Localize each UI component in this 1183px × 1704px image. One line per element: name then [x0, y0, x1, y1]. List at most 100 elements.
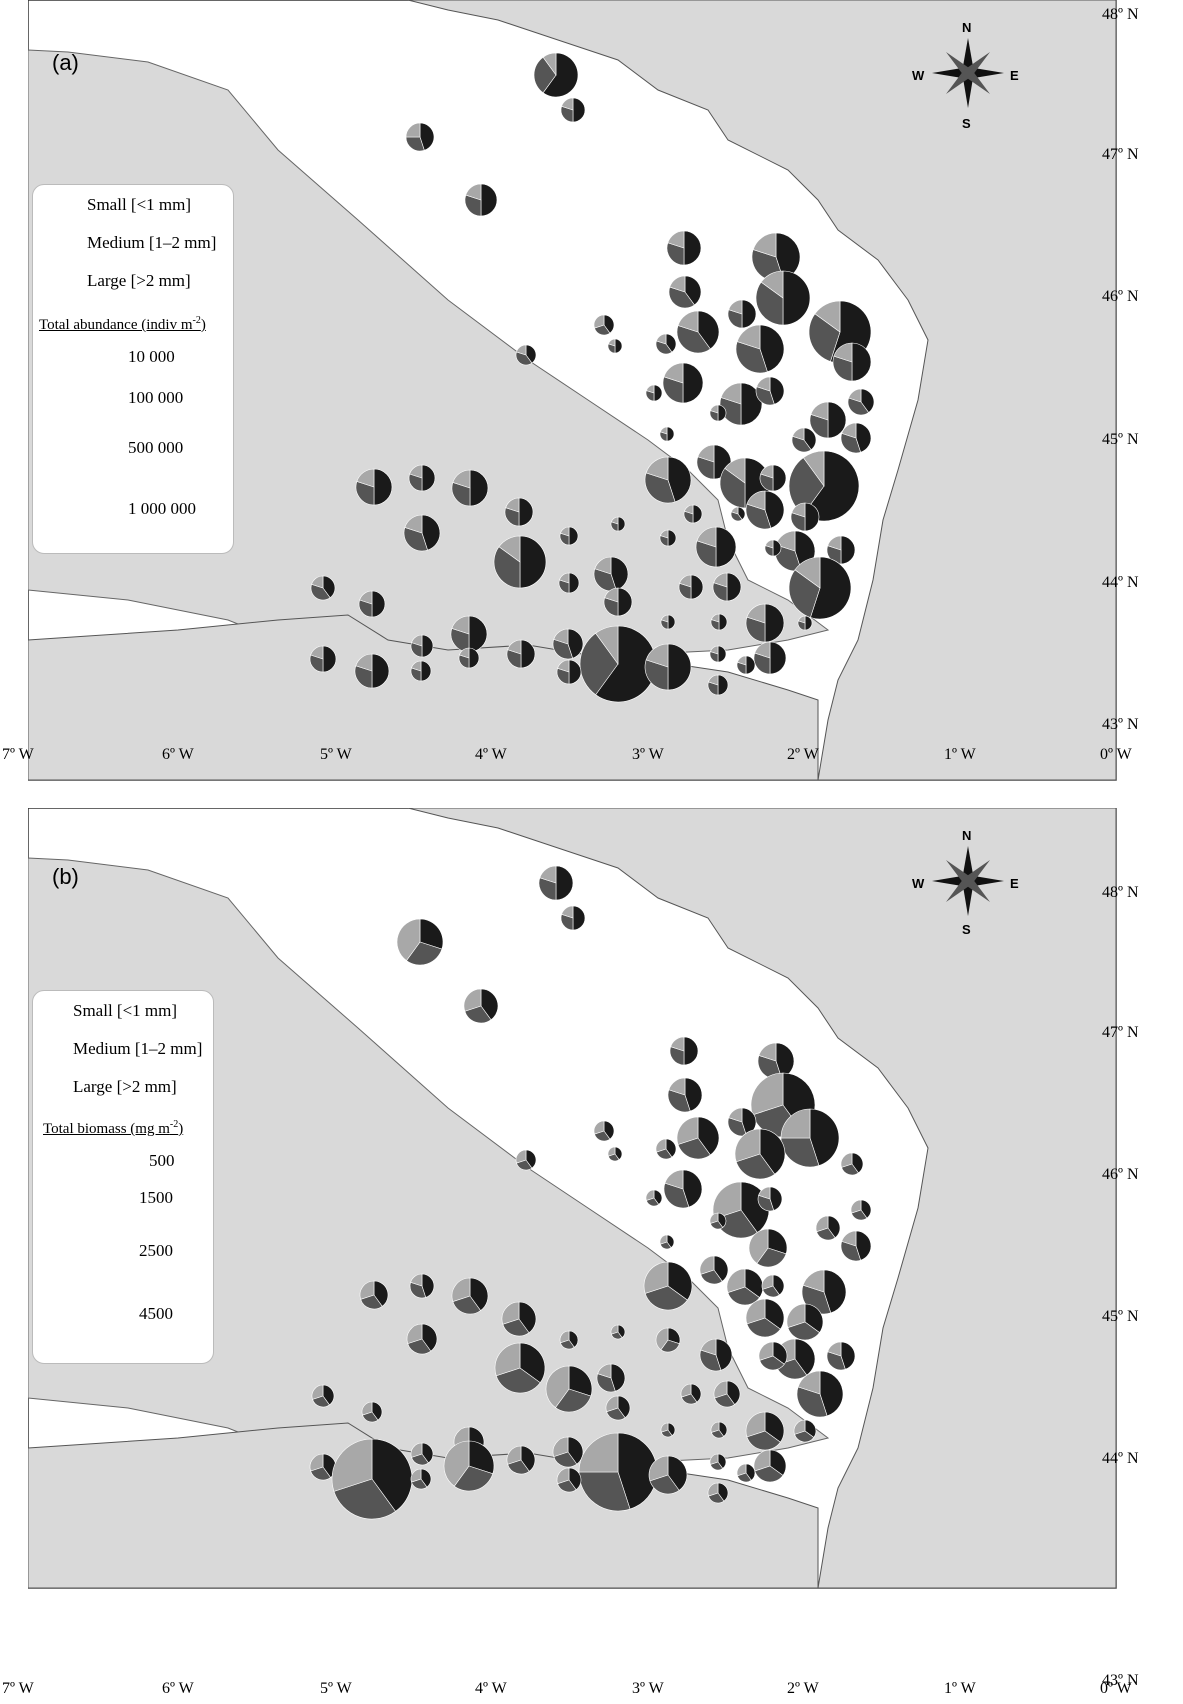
pie-slice-small: [697, 1116, 720, 1156]
pie-slice-small: [810, 556, 852, 620]
pie-slice-small: [653, 384, 663, 402]
pie-slice-large: [840, 1152, 853, 1168]
pie-chart: [840, 1152, 864, 1176]
pie-chart: [786, 1303, 824, 1341]
pie-slice-small: [772, 1341, 788, 1365]
pie-slice-large: [713, 1380, 728, 1399]
pie-slice-large: [707, 1482, 719, 1497]
pie-slice-medium: [677, 1137, 711, 1160]
pie-slice-large: [737, 655, 747, 666]
compass-n: N: [962, 828, 972, 843]
pie-slice-large: [560, 526, 570, 537]
pie-slice-large: [505, 497, 520, 513]
panel-b-biomass-map: (b) Small [<1 mm] Medium [1–2 mm] Large …: [28, 808, 1118, 1598]
pie-chart: [556, 659, 582, 685]
pie-chart: [464, 183, 498, 217]
france-land: [407, 808, 1117, 1589]
pie-slice-large: [660, 529, 669, 539]
pie-slice-small: [419, 122, 435, 151]
pie-slice-medium: [695, 540, 717, 568]
panel-letter: (b): [52, 864, 79, 889]
pie-slice-medium: [755, 386, 775, 406]
pie-chart: [730, 506, 746, 522]
pie-slice-small: [667, 1455, 688, 1491]
pie-slice-small: [851, 342, 872, 382]
pie-slice-small: [692, 504, 703, 524]
pie-slice-medium: [644, 659, 669, 691]
pie-slice-small: [823, 1269, 847, 1314]
pie-slice-large: [404, 514, 423, 534]
pie-slice-small: [520, 639, 536, 669]
pie-slice-medium: [756, 1247, 787, 1268]
pie-slice-large: [310, 645, 324, 660]
pie-slice-small: [741, 299, 757, 329]
pie-slice-small: [419, 918, 444, 950]
pie-slice-large: [670, 1036, 685, 1052]
pie-slice-large: [410, 1468, 422, 1483]
pie-slice-large: [841, 422, 857, 439]
pie-slice-large: [663, 362, 684, 384]
pie-slice-large: [708, 674, 719, 686]
pie-chart: [788, 450, 860, 522]
pie-slice-medium: [847, 397, 870, 416]
pie-slice-large: [745, 1298, 766, 1325]
pie-slice-small: [519, 1342, 546, 1384]
pie-chart: [410, 1468, 432, 1490]
pie-slice-small: [666, 426, 675, 442]
pie-slice-large: [410, 1273, 423, 1287]
pie-slice-large: [676, 1116, 699, 1145]
pie-slice-small: [717, 1453, 727, 1469]
pie-slice-small: [682, 362, 704, 404]
pie-slice-small: [772, 1274, 785, 1296]
pie-slice-large: [559, 572, 570, 584]
lon-label-2: 2º W: [787, 746, 819, 763]
pie-chart: [648, 1455, 688, 1495]
pie-slice-large: [667, 230, 685, 249]
pie-slice-small: [855, 1230, 872, 1261]
lon-label-4: 4º W: [475, 746, 507, 763]
pie-chart: [558, 572, 580, 594]
pie-chart: [680, 1383, 702, 1405]
pie-slice-large: [506, 1445, 522, 1465]
pie-chart: [755, 270, 811, 326]
pie-slice-small: [769, 376, 785, 405]
pie-slice-large: [850, 1199, 862, 1214]
pie-slice-medium: [755, 281, 784, 326]
pie-chart: [709, 645, 727, 663]
pie-slice-large: [561, 97, 574, 111]
pie-slice-small: [667, 1261, 693, 1301]
pie-slice-medium: [310, 1466, 332, 1481]
pie-chart: [605, 1395, 631, 1421]
lat-label-47: 47º N: [1102, 1024, 1139, 1041]
pie-slice-small: [519, 535, 547, 589]
pie-slice-small: [726, 572, 742, 602]
pie-slice-small: [809, 1108, 840, 1166]
pie-slice-large: [696, 526, 717, 548]
pie-slice-large: [355, 653, 373, 672]
pie-slice-large: [827, 1341, 842, 1357]
pie-slice-small: [769, 1186, 783, 1211]
pie-chart: [560, 905, 586, 931]
pie-slice-large: [515, 1149, 527, 1164]
pie-slice-small: [684, 1077, 703, 1112]
pie-slice-large: [516, 344, 527, 356]
pie-slice-medium: [714, 1393, 736, 1408]
pie-chart: [683, 504, 703, 524]
pie-chart: [538, 865, 574, 901]
pie-slice-large: [561, 905, 574, 919]
pie-slice-medium: [754, 1465, 784, 1483]
pie-chart: [410, 634, 434, 658]
pie-slice-large: [607, 338, 616, 347]
pie-slice-small: [421, 1273, 435, 1298]
pie-chart: [796, 1370, 844, 1418]
pie-slice-small: [697, 310, 720, 350]
pie-chart: [501, 1301, 537, 1337]
pie-slice-small: [568, 1365, 593, 1397]
pie-slice-medium: [644, 472, 676, 504]
pie-chart: [710, 613, 728, 631]
pie-slice-large: [594, 556, 612, 575]
pie-slice-medium: [655, 340, 673, 355]
pie-chart: [712, 572, 742, 602]
pie-slice-large: [724, 457, 746, 484]
pie-slice-small: [683, 1036, 699, 1066]
